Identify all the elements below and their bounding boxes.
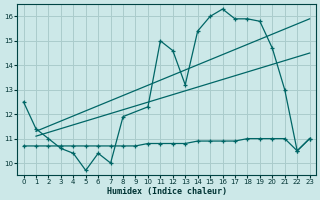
X-axis label: Humidex (Indice chaleur): Humidex (Indice chaleur) — [107, 187, 227, 196]
